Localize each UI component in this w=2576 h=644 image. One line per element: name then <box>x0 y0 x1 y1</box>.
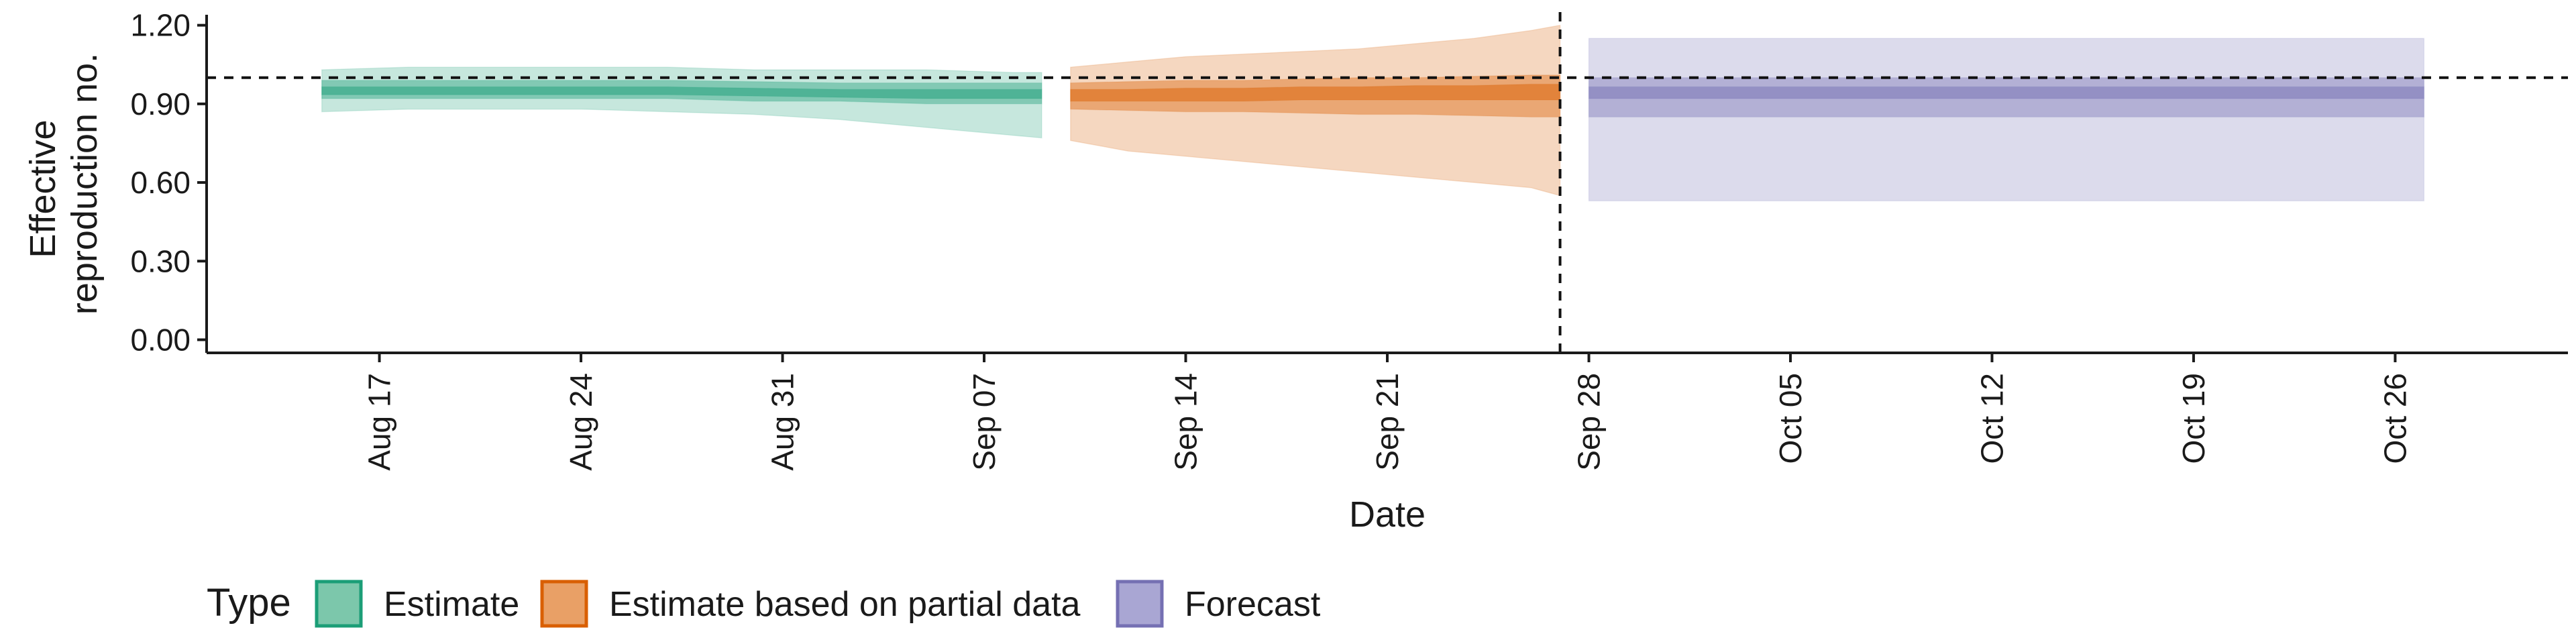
x-tick-label: Oct 05 <box>1773 373 1808 464</box>
series-1 <box>321 66 1042 139</box>
legend-item: Forecast <box>1116 580 1321 628</box>
y-tick-label: 0.00 <box>130 322 191 357</box>
y-tick-label: 0.60 <box>130 165 191 200</box>
x-axis-ticks: Aug 17 Aug 24 Aug 31 Sep 07 Sep 14 Sep 21 Sep … <box>362 353 2412 471</box>
band-layer <box>321 24 2425 202</box>
x-tick-label: Sep 14 <box>1169 373 1203 471</box>
series-3 <box>1588 38 2425 202</box>
legend-items: Estimate Estimate based on partial data Fo… <box>315 580 1321 628</box>
y-axis-ticks: 0.00 0.30 0.60 0.90 1.20 <box>130 8 207 357</box>
band-20-series-3 <box>1588 86 2425 99</box>
x-tick-label: Oct 19 <box>2176 373 2211 464</box>
x-axis-title: Date <box>1349 494 1426 535</box>
legend-title: Type <box>207 581 291 625</box>
x-tick-label: Aug 24 <box>564 373 598 471</box>
legend-label: Estimate <box>384 585 519 624</box>
legend-item: Estimate <box>315 580 519 628</box>
legend-swatch <box>540 580 588 628</box>
x-tick-label: Sep 07 <box>967 373 1002 471</box>
legend-swatch <box>1116 580 1164 628</box>
y-axis-title: Effective reproduction no. <box>23 53 105 315</box>
x-tick-label: Oct 26 <box>2377 373 2412 464</box>
band-90-series-3 <box>1588 38 2425 202</box>
legend-swatch <box>315 580 363 628</box>
reference-lines <box>207 12 2568 353</box>
legend-item: Estimate based on partial data <box>540 580 1081 628</box>
legend: Type Estimate Estimate based on partial d… <box>207 580 1321 628</box>
y-axis-title-line-1: Effective <box>23 119 63 258</box>
legend-label: Forecast <box>1185 585 1321 624</box>
x-tick-label: Sep 21 <box>1370 373 1405 471</box>
x-tick-label: Oct 12 <box>1974 373 2009 464</box>
x-tick-label: Aug 31 <box>765 373 800 471</box>
band-90-series-1 <box>321 66 1042 139</box>
x-tick-label: Aug 17 <box>362 373 397 471</box>
legend-label: Estimate based on partial data <box>609 585 1081 624</box>
band-20-series-1 <box>321 86 1042 99</box>
x-tick-label: Sep 28 <box>1571 373 1606 471</box>
y-tick-label: 1.20 <box>130 8 191 43</box>
y-tick-label: 0.30 <box>130 244 191 278</box>
series-2 <box>1070 24 1561 197</box>
y-tick-label: 0.90 <box>130 87 191 121</box>
y-axis-title-line-2: reproduction no. <box>64 53 105 315</box>
